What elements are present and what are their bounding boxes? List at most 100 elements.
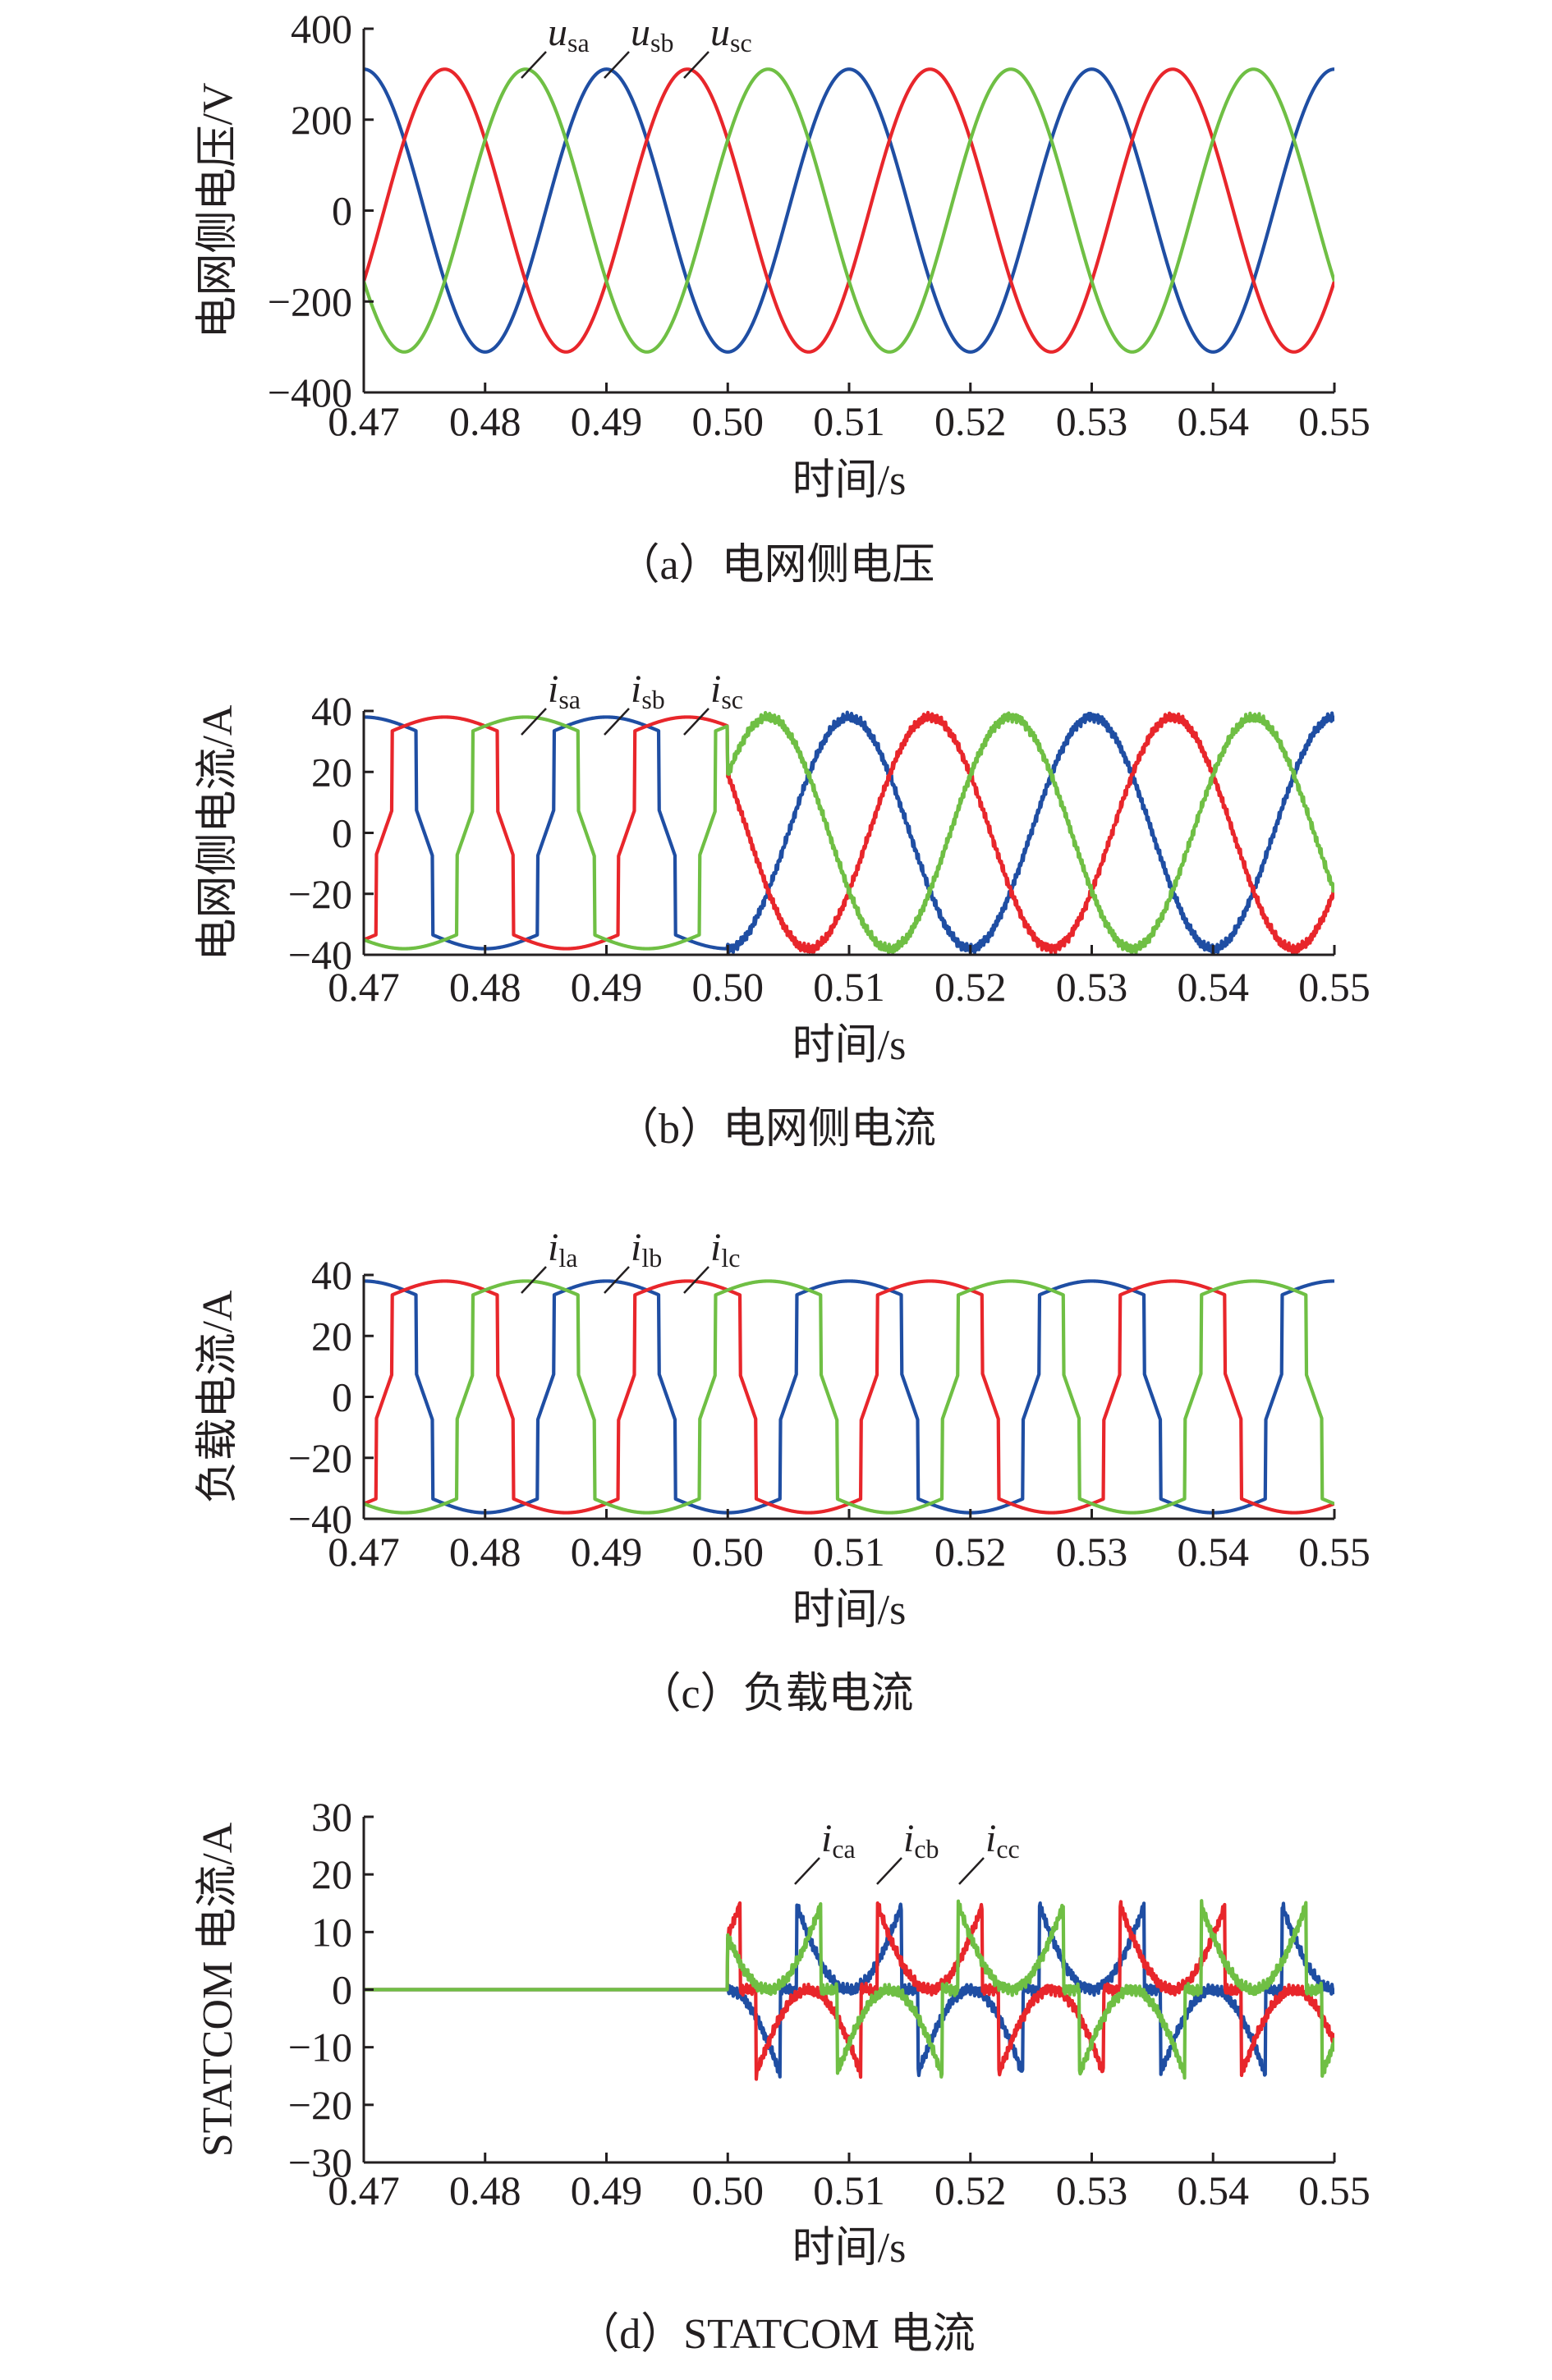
x-tick-label: 0.54 bbox=[1178, 1529, 1250, 1575]
y-tick-label: −20 bbox=[288, 2082, 352, 2128]
y-tick-label: 0 bbox=[332, 188, 352, 234]
series-label-sc: isc bbox=[710, 667, 743, 714]
series-label-sa: isa bbox=[548, 667, 581, 714]
y-tick-label: −20 bbox=[288, 871, 352, 917]
x-tick-label: 0.54 bbox=[1178, 2167, 1250, 2213]
x-tick-label: 0.50 bbox=[692, 1529, 765, 1575]
series-label-leader bbox=[521, 708, 547, 736]
series-line-sa bbox=[364, 67, 1334, 354]
series-label-la: ila bbox=[548, 1226, 577, 1273]
x-tick-label: 0.54 bbox=[1178, 964, 1250, 1010]
x-tick-label: 0.53 bbox=[1056, 964, 1128, 1010]
y-tick-label: −30 bbox=[288, 2139, 352, 2185]
series-label-leader bbox=[683, 1266, 709, 1294]
y-tick-label: 10 bbox=[311, 1909, 352, 1955]
series-label-leader bbox=[521, 1266, 547, 1294]
y-tick-label: 0 bbox=[332, 810, 352, 856]
x-tick-label: 0.55 bbox=[1298, 1529, 1371, 1575]
x-tick-label: 0.47 bbox=[328, 964, 400, 1010]
y-axis-label: 负载电流/A bbox=[195, 1290, 241, 1503]
series-line-sc bbox=[364, 710, 1334, 956]
series-label-sc: usc bbox=[710, 11, 752, 57]
x-tick-label: 0.52 bbox=[934, 964, 1007, 1010]
series-line-la bbox=[364, 1279, 1334, 1515]
y-axis-label: STATCOM 电流/A bbox=[195, 1822, 241, 2157]
series-line-lc bbox=[364, 1279, 1334, 1515]
series-label-leader bbox=[958, 1857, 985, 1885]
series-line-sc bbox=[364, 67, 1334, 354]
x-tick-label: 0.48 bbox=[449, 2167, 521, 2213]
x-axis-label: 时间/s bbox=[792, 1022, 907, 1069]
series-label-sb: usb bbox=[631, 11, 673, 57]
y-tick-label: 40 bbox=[311, 688, 352, 734]
series-label-lb: ilb bbox=[631, 1226, 662, 1273]
x-tick-label: 0.49 bbox=[571, 398, 643, 444]
x-axis-label: 时间/s bbox=[792, 1587, 907, 1634]
x-tick-label: 0.48 bbox=[449, 398, 521, 444]
chart-panel-4: 0.47 0.48 0.49 0.50 0.51 0.52 0.53 0.54 0.55 30 20… bbox=[195, 1794, 1371, 2358]
series-label-leader bbox=[604, 51, 630, 79]
x-tick-label: 0.50 bbox=[692, 964, 765, 1010]
series-label-ca: ica bbox=[821, 1817, 856, 1864]
series-label-sb: isb bbox=[631, 667, 665, 714]
series-label-leader bbox=[683, 51, 709, 79]
x-tick-label: 0.47 bbox=[328, 1529, 400, 1575]
chart-caption: （d）STATCOM 电流 bbox=[576, 2311, 976, 2358]
x-tick-label: 0.53 bbox=[1056, 1529, 1128, 1575]
y-tick-label: 20 bbox=[311, 1313, 352, 1359]
x-tick-label: 0.48 bbox=[449, 1529, 521, 1575]
y-tick-label: −200 bbox=[268, 278, 352, 324]
series-line-cc bbox=[364, 1899, 1334, 2080]
series-line-sa bbox=[364, 710, 1334, 955]
y-tick-label: 20 bbox=[311, 1851, 352, 1897]
chart-panel-2: 0.47 0.48 0.49 0.50 0.51 0.52 0.53 0.54 0.55 40 20… bbox=[195, 667, 1371, 1153]
x-tick-label: 0.51 bbox=[813, 398, 885, 444]
y-tick-label: 0 bbox=[332, 1967, 352, 2013]
x-axis-label: 时间/s bbox=[792, 2225, 907, 2272]
chart-caption: （a）电网侧电压 bbox=[617, 542, 934, 589]
series-line-sb bbox=[364, 710, 1334, 956]
x-tick-label: 0.55 bbox=[1298, 2167, 1371, 2213]
chart-panel-3: 0.47 0.48 0.49 0.50 0.51 0.52 0.53 0.54 0.55 40 20… bbox=[195, 1226, 1371, 1717]
x-tick-label: 0.51 bbox=[813, 964, 885, 1010]
y-tick-label: 20 bbox=[311, 749, 352, 795]
series-label-leader bbox=[521, 51, 547, 79]
series-label-sa: usa bbox=[548, 11, 590, 57]
y-tick-label: 30 bbox=[311, 1794, 352, 1840]
y-axis-label: 电网侧电流/A bbox=[195, 704, 241, 961]
x-tick-label: 0.53 bbox=[1056, 2167, 1128, 2213]
y-tick-label: −20 bbox=[288, 1435, 352, 1481]
series-label-leader bbox=[876, 1857, 902, 1885]
chart-panel-1: 0.47 0.48 0.49 0.50 0.51 0.52 0.53 0.54 0.55 400 2… bbox=[195, 6, 1371, 589]
y-tick-label: −10 bbox=[288, 2025, 352, 2070]
x-tick-label: 0.55 bbox=[1298, 964, 1371, 1010]
series-label-leader bbox=[794, 1857, 820, 1885]
chart-caption: （b）电网侧电流 bbox=[616, 1106, 936, 1153]
series-label-cb: icb bbox=[903, 1817, 939, 1864]
x-tick-label: 0.55 bbox=[1298, 398, 1371, 444]
x-axis-label: 时间/s bbox=[792, 457, 907, 504]
x-tick-label: 0.50 bbox=[692, 2167, 765, 2213]
series-label-cc: icc bbox=[985, 1817, 1020, 1864]
x-tick-label: 0.49 bbox=[571, 1529, 643, 1575]
x-tick-label: 0.48 bbox=[449, 964, 521, 1010]
x-tick-label: 0.51 bbox=[813, 1529, 885, 1575]
series-line-lb bbox=[364, 1279, 1334, 1515]
y-tick-label: 400 bbox=[291, 6, 352, 52]
x-tick-label: 0.47 bbox=[328, 398, 400, 444]
y-tick-label: −400 bbox=[268, 369, 352, 415]
y-tick-label: 200 bbox=[291, 97, 352, 143]
x-tick-label: 0.50 bbox=[692, 398, 765, 444]
y-tick-label: 40 bbox=[311, 1252, 352, 1298]
y-tick-label: −40 bbox=[288, 1496, 352, 1542]
y-tick-label: 0 bbox=[332, 1374, 352, 1420]
x-tick-label: 0.51 bbox=[813, 2167, 885, 2213]
series-label-lc: ilc bbox=[710, 1226, 740, 1273]
y-axis-label: 电网侧电压/V bbox=[195, 82, 241, 338]
y-tick-label: −40 bbox=[288, 932, 352, 978]
x-tick-label: 0.47 bbox=[328, 2167, 400, 2213]
series-label-leader bbox=[683, 708, 709, 736]
series-label-leader bbox=[604, 1266, 630, 1294]
x-tick-label: 0.52 bbox=[934, 2167, 1007, 2213]
x-tick-label: 0.52 bbox=[934, 398, 1007, 444]
